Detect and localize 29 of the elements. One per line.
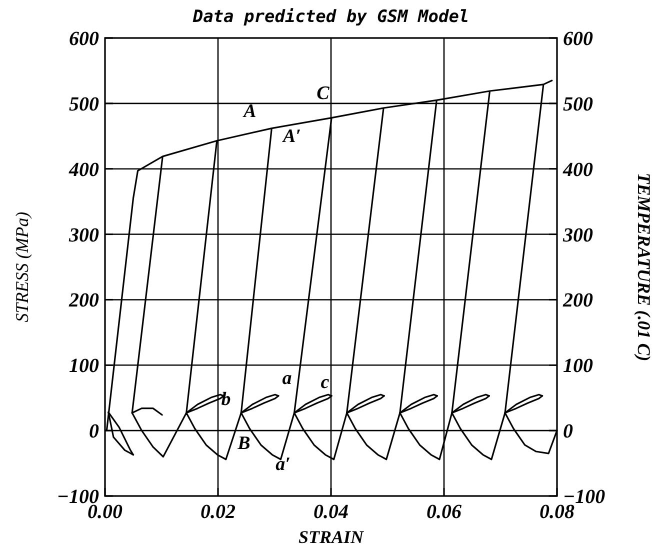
annotation: b (221, 389, 231, 410)
y2-tick-label: 400 (562, 158, 593, 181)
annotation: a (282, 368, 292, 389)
y-tick-label: 600 (69, 28, 99, 50)
annotation: C (316, 83, 330, 104)
y-axis-title: STRESS (MPa) (12, 212, 32, 322)
annotation: B (236, 433, 250, 454)
y-tick-label: 500 (69, 93, 99, 116)
y2-tick-label: 100 (563, 355, 593, 378)
y-tick-label: 100 (69, 355, 99, 378)
y2-tick-label: 200 (562, 290, 593, 312)
y-tick-label: 300 (68, 224, 99, 246)
chart-title: Data predicted by GSM Model (192, 7, 470, 27)
y2-axis-title: TEMPERATURE (.01 C) (634, 172, 654, 362)
x-tick-label: 0.06 (426, 501, 462, 523)
annotation: c (320, 372, 330, 393)
y2-tick-label: 300 (562, 224, 593, 246)
annotation: A′ (282, 126, 302, 147)
y-tick-label: 400 (68, 158, 99, 181)
x-axis-title: STRAIN (298, 527, 365, 547)
annotation: a′ (276, 454, 290, 475)
y-tick-label: 0 (89, 420, 99, 443)
y-tick-label: 200 (68, 290, 99, 312)
x-tick-label: 0.04 (314, 501, 348, 523)
x-tick-label: 0.02 (200, 501, 236, 523)
y2-tick-label: 500 (563, 93, 593, 116)
annotation: A (242, 101, 256, 122)
y2-tick-label: 0 (563, 420, 573, 443)
y2-tick-label: 600 (563, 28, 593, 50)
